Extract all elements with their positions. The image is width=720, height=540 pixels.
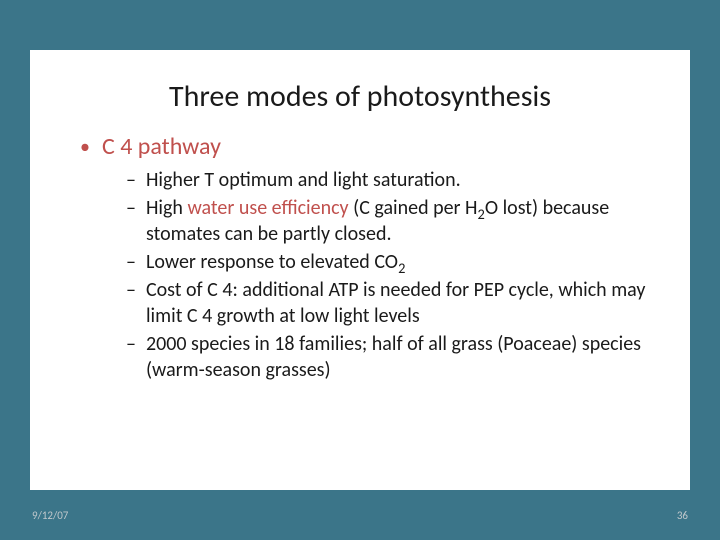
dash-icon: –	[126, 249, 136, 275]
dash-icon: –	[126, 277, 136, 303]
accent-text: water use efficiency	[187, 196, 348, 220]
bullet-dot-icon: •	[80, 133, 90, 161]
slide-body: Three modes of photosynthesis • C 4 path…	[30, 50, 690, 490]
sub-bullet-text: Lower response to elevated CO2	[146, 249, 405, 275]
bullet-level1-text: C 4 pathway	[102, 133, 221, 161]
sub-bullet-text: High water use efficiency (C gained per …	[146, 195, 650, 247]
sub-bullet-item: – Lower response to elevated CO2	[126, 249, 650, 275]
text-run: High	[146, 196, 188, 220]
bullet-level1: • C 4 pathway	[80, 133, 650, 161]
sub-bullet-item: – Higher T optimum and light saturation.	[126, 167, 650, 193]
footer-page-number: 36	[677, 509, 688, 522]
slide-title: Three modes of photosynthesis	[70, 78, 650, 115]
footer-date: 9/12/07	[32, 509, 68, 522]
text-run: Cost of C 4: additional ATP is needed fo…	[146, 278, 645, 328]
sub-bullet-item: – 2000 species in 18 families; half of a…	[126, 331, 650, 383]
sub-bullet-text: 2000 species in 18 families; half of all…	[146, 331, 650, 383]
sub-bullet-text: Cost of C 4: additional ATP is needed fo…	[146, 277, 650, 329]
text-run: Lower response to elevated CO2	[146, 250, 405, 274]
dash-icon: –	[126, 195, 136, 221]
sub-bullet-item: – Cost of C 4: additional ATP is needed …	[126, 277, 650, 329]
text-run: Higher T optimum and light saturation.	[146, 168, 461, 192]
sub-bullet-text: Higher T optimum and light saturation.	[146, 167, 461, 193]
dash-icon: –	[126, 331, 136, 357]
dash-icon: –	[126, 167, 136, 193]
sub-bullet-list: – Higher T optimum and light saturation.…	[126, 167, 650, 383]
sub-bullet-item: – High water use efficiency (C gained pe…	[126, 195, 650, 247]
text-run: 2000 species in 18 families; half of all…	[146, 332, 641, 382]
